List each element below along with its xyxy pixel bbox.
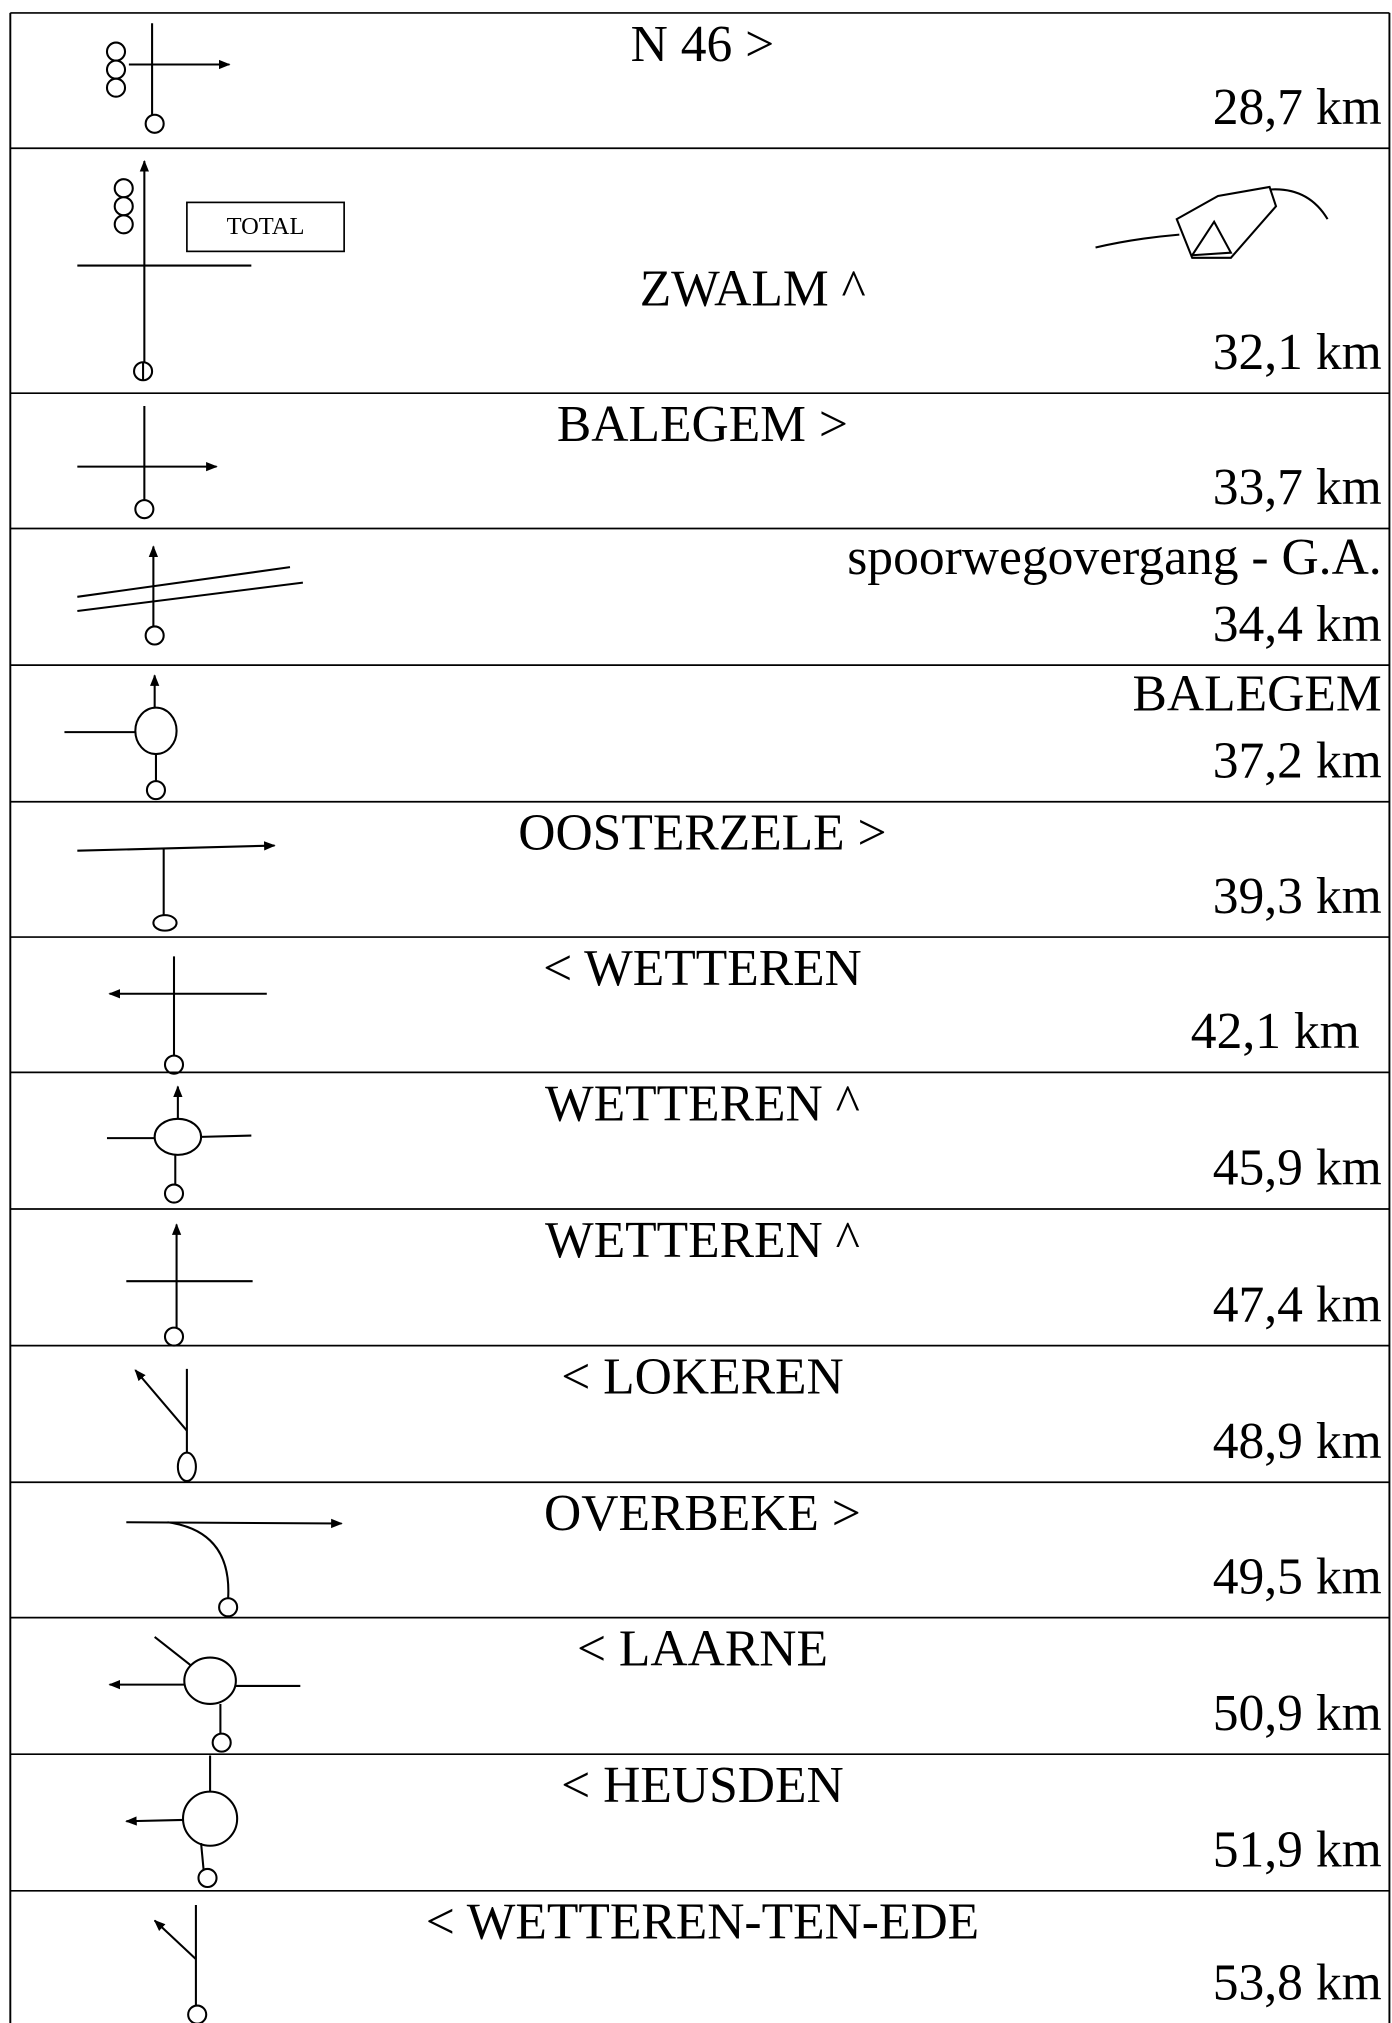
rows: N 46 > 28,7 km ZWALM ^ 32,1 km BALEGEM > 33,7…: [10, 13, 1389, 2023]
direction-label: BALEGEM >: [557, 396, 848, 453]
distance: 33,7 km: [1213, 459, 1382, 516]
direction-label: spoorwegovergang - G.A.: [847, 529, 1381, 586]
fuel-pump-icon: [1096, 187, 1328, 258]
direction-label: < LOKEREN: [561, 1349, 843, 1406]
direction-label: < HEUSDEN: [561, 1757, 844, 1814]
direction-label: OOSTERZELE >: [518, 805, 886, 862]
distance: 48,9 km: [1213, 1413, 1382, 1470]
direction-label: WETTEREN ^: [545, 1212, 860, 1269]
distance: 49,5 km: [1213, 1548, 1382, 1605]
road-book: TOTAL N 46 > 28,7 km ZWALM ^ 32,1 km BALEGEM…: [0, 0, 1392, 2023]
direction-label: < WETTEREN-TEN-EDE: [426, 1894, 979, 1951]
distance: 34,4 km: [1213, 596, 1382, 653]
distance: 45,9 km: [1213, 1140, 1382, 1197]
distance: 47,4 km: [1213, 1276, 1382, 1333]
distance: 53,8 km: [1213, 1954, 1382, 2011]
distance: 32,1 km: [1213, 324, 1382, 381]
sign-text: TOTAL: [227, 213, 305, 240]
direction-label: < WETTEREN: [543, 940, 862, 997]
distance: 50,9 km: [1213, 1685, 1382, 1742]
direction-label: ZWALM ^: [640, 261, 866, 318]
direction-label: BALEGEM: [1133, 665, 1382, 722]
distance: 42,1 km: [1191, 1003, 1360, 1060]
distance: 51,9 km: [1213, 1822, 1382, 1879]
direction-label: WETTEREN ^: [545, 1075, 860, 1132]
distance: 37,2 km: [1213, 732, 1382, 789]
page: {"rows": [ {"label": "N 46 >", "distance…: [0, 0, 1392, 2023]
direction-label: N 46 >: [631, 16, 775, 73]
distance: 28,7 km: [1213, 79, 1382, 136]
distance: 39,3 km: [1213, 868, 1382, 925]
route-diagrams: [64, 23, 1327, 2023]
direction-label: < LAARNE: [577, 1621, 828, 1678]
direction-label: OVERBEKE >: [544, 1485, 861, 1542]
